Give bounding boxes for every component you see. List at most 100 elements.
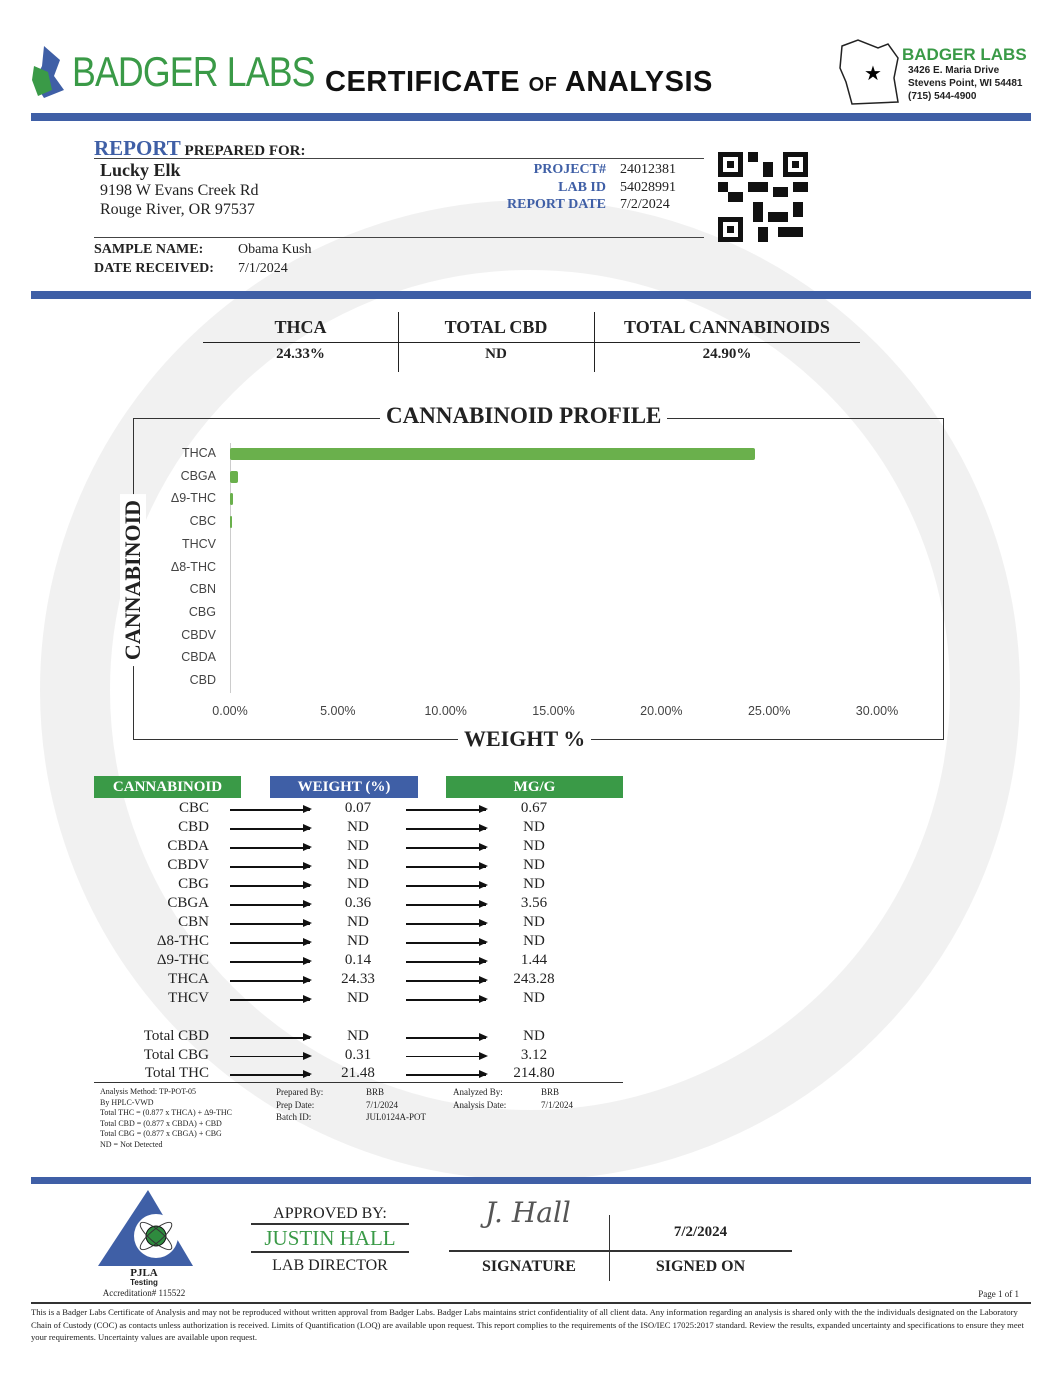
table-row: THCA 24.33 243.28 <box>94 971 624 990</box>
cannabinoid-name: CBD <box>178 819 209 835</box>
arrow-icon <box>230 1071 312 1077</box>
weight-value: ND <box>347 876 369 892</box>
weight-value: ND <box>347 990 369 1006</box>
method-line: Total CBG = (0.877 x CBGA) + CBG <box>100 1129 222 1138</box>
chart-tick-label: 20.00% <box>640 704 683 718</box>
arrow-icon <box>230 882 312 888</box>
page-number: Page 1 of 1 <box>978 1289 1019 1299</box>
arrow-icon <box>230 958 312 964</box>
arrow-icon <box>406 863 488 869</box>
page-title: CERTIFICATE OF ANALYSIS <box>325 66 713 98</box>
cannabinoid-name: THCA <box>168 971 209 987</box>
lab-address: BADGER LABS 3426 E. Maria Drive Stevens … <box>902 45 1027 102</box>
summary-total-cbd: TOTAL CBD ND <box>444 317 548 362</box>
arrow-icon <box>406 920 488 926</box>
report-details: PROJECT# 24012381 LAB ID 54028991 REPORT D… <box>507 162 676 212</box>
method-line: Analysis Method: TP-POT-05 <box>100 1087 197 1096</box>
weight-value: 0.36 <box>344 895 372 911</box>
table-row: CBN ND ND <box>94 914 624 933</box>
signed-date: 7/2/2024 <box>673 1224 728 1240</box>
cannabinoid-name: CBC <box>178 800 209 816</box>
mgg-value: 1.44 <box>520 952 548 968</box>
summary-thca: THCA 24.33% <box>274 317 327 362</box>
chart-category-label: CBGA <box>180 468 216 483</box>
col-header-weight: WEIGHT (%) <box>270 776 418 798</box>
cannabinoid-name: THCV <box>168 990 209 1006</box>
arrow-icon <box>406 1071 488 1077</box>
arrow-icon <box>406 806 488 812</box>
cannabinoid-name: CBDV <box>167 857 209 873</box>
mgg-value: ND <box>523 857 545 873</box>
arrow-icon <box>406 996 488 1002</box>
sample-info: SAMPLE NAME: Obama Kush DATE RECEIVED: 7/1… <box>94 242 312 276</box>
signature-image: J. Hall <box>485 1196 571 1229</box>
weight-value: ND <box>347 1028 369 1044</box>
arrow-icon <box>230 1034 312 1040</box>
method-notes: Analysis Method: TP-POT-05 By HPLC-VWD Tot… <box>100 1087 232 1150</box>
mgg-value: 0.67 <box>520 800 548 816</box>
table-row: Total CBG 0.31 3.12 <box>94 1047 624 1066</box>
arrow-icon <box>230 939 312 945</box>
table-row: Total CBD ND ND <box>94 1028 624 1047</box>
arrow-icon <box>230 806 312 812</box>
cannabinoid-name: Total THC <box>144 1065 209 1081</box>
chart-frame <box>133 418 944 740</box>
mgg-value: 3.56 <box>520 895 548 911</box>
method-line: Total CBD = (0.877 x CBDA) + CBD <box>100 1118 222 1128</box>
weight-value: 0.07 <box>344 800 372 816</box>
cannabinoid-name: Δ9-THC <box>156 952 209 968</box>
logo-text: BADGER LABS <box>72 48 315 95</box>
weight-value: 21.48 <box>341 1065 375 1081</box>
report-prepared-for: REPORT PREPARED FOR: <box>94 136 306 160</box>
arrow-icon <box>406 958 488 964</box>
table-row: CBC 0.07 0.67 <box>94 800 624 819</box>
footer-divider <box>31 1177 1031 1184</box>
chart-bar <box>230 493 234 506</box>
cannabinoid-name: CBN <box>178 914 209 930</box>
chart-bar <box>230 516 232 529</box>
weight-value: ND <box>347 838 369 854</box>
method-line: ND = Not Detected <box>100 1139 163 1149</box>
arrow-icon <box>230 920 312 926</box>
section-divider <box>31 291 1031 299</box>
method-line: By HPLC-VWD <box>100 1097 154 1107</box>
prep-info: Prepared By: BRB Prep Date: 7/1/2024 Batch… <box>276 1087 426 1122</box>
approval-block: APPROVED BY: JUSTIN HALL LAB DIRECTOR <box>251 1205 409 1275</box>
arrow-icon <box>230 1052 312 1059</box>
mgg-value: ND <box>523 914 545 930</box>
chart-category-label: THCV <box>181 536 216 551</box>
disclaimer: This is a Badger Labs Certificate of Ana… <box>31 1307 1024 1342</box>
table-row: CBD ND ND <box>94 819 624 838</box>
arrow-icon <box>230 901 312 907</box>
cannabinoid-name: CBGA <box>167 895 209 911</box>
table-row: CBGA 0.36 3.56 <box>94 895 624 914</box>
arrow-icon <box>230 996 312 1002</box>
chart-category-label: CBDA <box>181 650 216 665</box>
cannabinoid-name: Total CBD <box>143 1028 209 1044</box>
chart-tick-label: 5.00% <box>320 704 356 718</box>
table-row: CBG ND ND <box>94 876 624 895</box>
table-row: CBDA ND ND <box>94 838 624 857</box>
chart-category-label: THCA <box>181 446 216 460</box>
qr-code[interactable] <box>718 152 808 242</box>
chart-category-label: CBN <box>189 582 216 597</box>
chart-tick-label: 30.00% <box>855 704 899 718</box>
chart-category-label: Δ8-THC <box>170 559 216 574</box>
chart-category-label: CBD <box>189 673 216 687</box>
mgg-value: ND <box>523 990 545 1006</box>
chart-title: CANNABINOID PROFILE <box>380 403 668 429</box>
header-divider <box>31 113 1031 121</box>
chart-category-label: Δ9-THC <box>170 491 216 506</box>
chart-category-label: CBC <box>189 514 216 529</box>
weight-value: ND <box>347 933 369 949</box>
badger-labs-logo: BADGER LABS <box>30 46 357 98</box>
table-row: Total THC 21.48 214.80 <box>94 1065 624 1084</box>
weight-value: ND <box>347 914 369 930</box>
mgg-value: ND <box>523 933 545 949</box>
mgg-value: ND <box>523 1028 545 1044</box>
chart-bar <box>230 470 238 483</box>
signature-label: SIGNATURE <box>482 1258 576 1275</box>
chart-ylabel: CANNABINOID <box>120 493 146 667</box>
signed-on-label: SIGNED ON <box>655 1258 746 1275</box>
client-info: Lucky Elk 9198 W Evans Creek Rd Rouge Ri… <box>100 160 259 218</box>
